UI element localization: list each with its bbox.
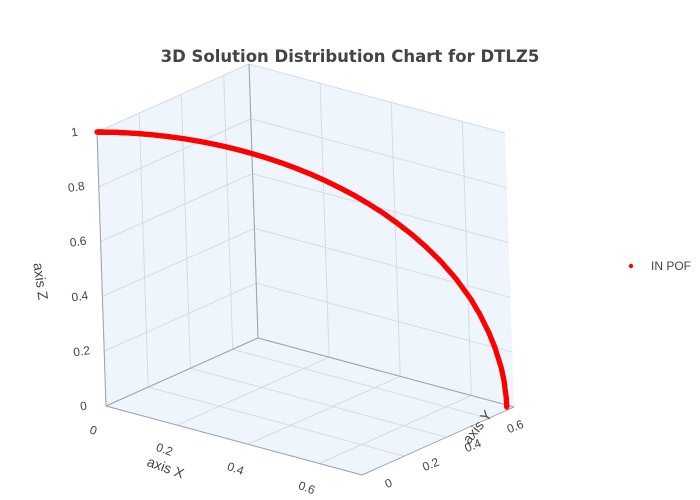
gridline-z [252, 173, 509, 244]
axis-title-z: axis Z [30, 262, 51, 302]
data-point [504, 404, 510, 410]
axis-line-y [361, 406, 515, 476]
edge-back [248, 63, 259, 339]
tick-label-z: 1 [70, 125, 79, 140]
gridline-y [232, 348, 489, 419]
legend-marker [628, 263, 634, 269]
gridline-y [138, 113, 149, 388]
gridline-x [390, 102, 401, 377]
gridline-z [102, 227, 255, 297]
gridline-y [223, 75, 234, 350]
tick-label-y: 0 [383, 475, 395, 491]
gridline-z [256, 282, 513, 353]
floor [106, 338, 514, 475]
gridline-z [96, 63, 250, 133]
gridline-z [254, 227, 511, 298]
axis-title-x: axis X [145, 453, 187, 481]
gridline-x [461, 121, 472, 396]
gridline-z [103, 282, 257, 352]
axis-line-x [105, 405, 363, 476]
series-group [94, 129, 510, 410]
tick-label-x: 0.2 [154, 440, 175, 459]
gridline-z [100, 173, 253, 243]
gridline-y [148, 386, 405, 457]
edge-back [257, 337, 515, 408]
axis-line-z [96, 131, 107, 407]
gridline-z [248, 63, 506, 134]
plot-3d-scene[interactable]: 0 0.2 0.4 0.6 0 0.2 0.4 0.6 0 0.2 0.4 0.6 0.8 1 axis X… [30, 63, 526, 497]
gridline-z [98, 118, 252, 188]
legend[interactable]: IN POF [628, 259, 691, 273]
tick-label-x: 0 [88, 423, 99, 439]
tick-label-y: 0.4 [463, 436, 484, 455]
tick-label-z: 0 [79, 399, 88, 414]
wall-x-min [97, 64, 258, 406]
tick-label-y: 0.2 [420, 455, 441, 474]
gridline-y [190, 367, 447, 438]
gridline-z [250, 118, 507, 189]
tick-label-z: 0.8 [67, 179, 86, 195]
chart-title: 3D Solution Distribution Chart for DTLZ5 [161, 47, 540, 66]
legend-item-label: IN POF [651, 259, 691, 273]
edge-back [105, 337, 259, 407]
tick-label-z: 0.6 [69, 234, 88, 250]
tick-label-y: 0.6 [505, 417, 526, 436]
tick-label-x: 0.4 [225, 459, 246, 478]
tick-label-z: 0.2 [72, 343, 91, 359]
gridline-x [319, 83, 330, 358]
tick-label-z: 0.4 [71, 288, 90, 304]
wall-y-max [249, 64, 514, 407]
tick-label-x: 0.6 [296, 478, 317, 497]
